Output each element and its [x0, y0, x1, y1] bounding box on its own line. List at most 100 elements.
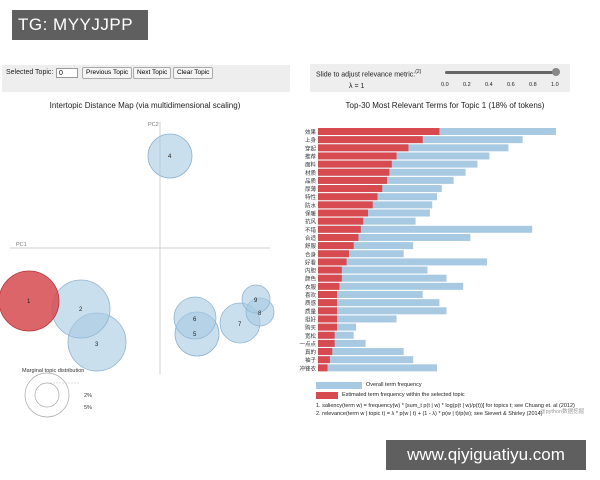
overall-frequency-bar[interactable] — [318, 348, 404, 356]
estimated-frequency-bar[interactable] — [318, 242, 354, 250]
overall-frequency-bar[interactable] — [318, 266, 428, 274]
term-label[interactable]: 特性 — [305, 193, 317, 201]
estimated-frequency-bar[interactable] — [318, 356, 330, 364]
overall-frequency-bar[interactable] — [318, 258, 487, 266]
estimated-frequency-bar[interactable] — [318, 364, 328, 372]
estimated-frequency-bar[interactable] — [318, 160, 392, 168]
overall-frequency-bar[interactable] — [318, 144, 509, 152]
overall-frequency-bar[interactable] — [318, 209, 430, 217]
overall-frequency-bar[interactable] — [318, 201, 433, 209]
estimated-frequency-bar[interactable] — [318, 209, 368, 217]
estimated-frequency-bar[interactable] — [318, 144, 409, 152]
overall-frequency-bar[interactable] — [318, 364, 437, 372]
estimated-frequency-bar[interactable] — [318, 315, 338, 323]
term-label[interactable]: 宽松 — [305, 332, 317, 340]
term-label[interactable]: 保暖 — [305, 210, 317, 218]
topic-circle-4[interactable] — [147, 133, 193, 179]
estimated-frequency-bar[interactable] — [318, 233, 359, 241]
overall-frequency-bar[interactable] — [318, 282, 464, 290]
overall-frequency-bar[interactable] — [318, 160, 478, 168]
overall-frequency-bar[interactable] — [318, 299, 440, 307]
term-label[interactable]: 冲锋衣 — [299, 364, 316, 372]
overall-frequency-bar[interactable] — [318, 331, 354, 339]
term-label[interactable]: 效果 — [305, 128, 317, 136]
term-label[interactable]: 舒服 — [305, 242, 317, 250]
footnote-saliency: 1. saliency(term w) = frequency(w) * [su… — [316, 403, 575, 409]
estimated-frequency-bar[interactable] — [318, 291, 338, 298]
estimated-frequency-bar[interactable] — [318, 307, 338, 315]
term-label[interactable]: 质量 — [305, 307, 317, 315]
term-label[interactable]: 不错 — [305, 226, 317, 234]
term-label[interactable]: 好看 — [305, 258, 317, 266]
estimated-frequency-bar[interactable] — [318, 225, 361, 233]
selected-topic-input[interactable] — [56, 68, 78, 78]
marginal-value: 2% — [84, 393, 92, 399]
estimated-frequency-bar[interactable] — [318, 193, 378, 201]
estimated-frequency-bar[interactable] — [318, 339, 335, 347]
overall-frequency-bar[interactable] — [318, 307, 447, 315]
relevant-terms-title: Top-30 Most Relevant Terms for Topic 1 (… — [345, 101, 545, 110]
next-topic-button[interactable]: Next Topic — [133, 67, 172, 79]
overall-frequency-bar[interactable] — [318, 315, 397, 323]
overall-frequency-bar[interactable] — [318, 233, 471, 241]
topic-circle-9[interactable] — [241, 284, 271, 314]
term-label[interactable]: 抗风 — [305, 218, 317, 226]
overall-frequency-bar[interactable] — [318, 291, 423, 298]
term-label[interactable]: 材质 — [305, 169, 317, 177]
term-label[interactable]: 挺好 — [305, 315, 317, 323]
overall-frequency-bar[interactable] — [318, 356, 414, 364]
term-label[interactable]: 购买 — [305, 324, 317, 332]
estimated-frequency-bar[interactable] — [318, 250, 349, 258]
estimated-frequency-bar[interactable] — [318, 299, 338, 307]
estimated-frequency-bar[interactable] — [318, 217, 364, 225]
topic-circle-1[interactable] — [0, 270, 60, 332]
overall-frequency-bar[interactable] — [318, 152, 490, 160]
term-label[interactable]: 衣服 — [305, 283, 317, 291]
overall-frequency-bar[interactable] — [318, 225, 533, 233]
previous-topic-button[interactable]: Previous Topic — [82, 67, 133, 79]
estimated-frequency-bar[interactable] — [318, 136, 423, 144]
legend-estimated-label: Estimated term frequency within the sele… — [342, 392, 465, 398]
estimated-frequency-bar[interactable] — [318, 152, 397, 160]
estimated-frequency-bar[interactable] — [318, 176, 388, 184]
term-label[interactable]: 袖子 — [305, 356, 317, 364]
overall-frequency-bar[interactable] — [318, 242, 414, 250]
term-label[interactable]: 面料 — [305, 161, 317, 169]
term-label[interactable]: 合适 — [305, 234, 317, 242]
slider-thumb[interactable] — [552, 68, 560, 76]
term-label[interactable]: 品质 — [305, 177, 317, 185]
estimated-frequency-bar[interactable] — [318, 168, 390, 176]
topic-label: 3 — [95, 342, 99, 348]
topic-circle-6[interactable] — [173, 296, 217, 340]
estimated-frequency-bar[interactable] — [318, 185, 383, 193]
estimated-frequency-bar[interactable] — [318, 323, 338, 331]
term-label[interactable]: 推荐 — [305, 152, 317, 160]
term-label[interactable]: 真的 — [305, 348, 317, 356]
term-label[interactable]: 合身 — [305, 250, 317, 258]
estimated-frequency-bar[interactable] — [318, 201, 373, 209]
estimated-frequency-bar[interactable] — [318, 128, 440, 135]
term-label[interactable]: 一点点 — [299, 341, 316, 348]
term-label[interactable]: 喜欢 — [305, 291, 317, 299]
estimated-frequency-bar[interactable] — [318, 348, 333, 356]
estimated-frequency-bar[interactable] — [318, 331, 335, 339]
overall-frequency-bar[interactable] — [318, 250, 404, 258]
overall-frequency-bar[interactable] — [318, 274, 447, 282]
overall-frequency-bar[interactable] — [318, 323, 357, 331]
term-label[interactable]: 上身 — [305, 136, 317, 144]
slider-track[interactable] — [445, 71, 557, 74]
overall-frequency-bar[interactable] — [318, 168, 466, 176]
estimated-frequency-bar[interactable] — [318, 266, 342, 274]
overall-frequency-bar[interactable] — [318, 339, 366, 347]
estimated-frequency-bar[interactable] — [318, 282, 340, 290]
term-label[interactable]: 内胆 — [305, 267, 317, 275]
overall-frequency-bar[interactable] — [318, 217, 416, 225]
estimated-frequency-bar[interactable] — [318, 258, 347, 266]
term-label[interactable]: 颜色 — [305, 275, 317, 283]
term-label[interactable]: 防水 — [305, 201, 317, 209]
term-label[interactable]: 厚薄 — [305, 185, 317, 193]
term-label[interactable]: 质感 — [305, 299, 317, 307]
clear-topic-button[interactable]: Clear Topic — [173, 67, 214, 79]
estimated-frequency-bar[interactable] — [318, 274, 342, 282]
term-label[interactable]: 穿起 — [305, 144, 317, 152]
